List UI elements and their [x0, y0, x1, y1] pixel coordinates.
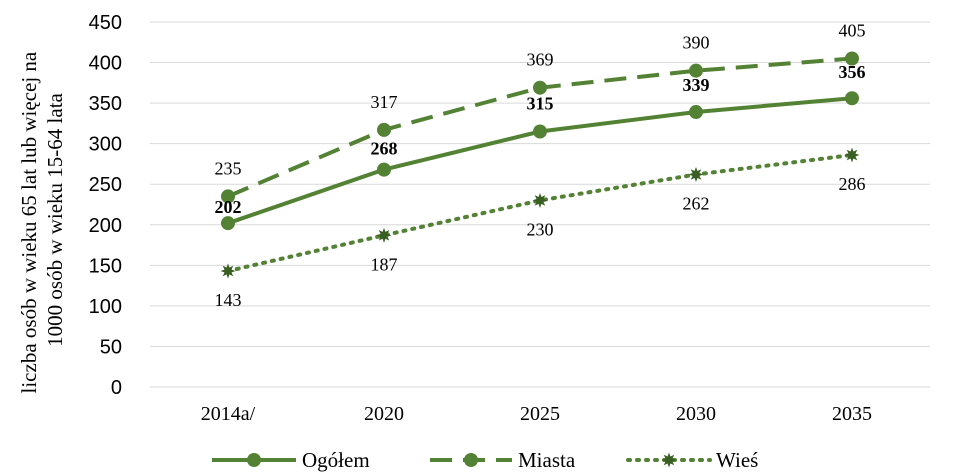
data-label: 230 [527, 219, 554, 239]
x-tick-label: 2030 [676, 403, 716, 425]
data-point-marker [689, 105, 703, 120]
y-tick-label: 150 [89, 255, 122, 277]
series-miasta [221, 51, 859, 204]
y-tick-label: 450 [89, 12, 122, 34]
x-tick-label: 2025 [520, 403, 560, 425]
series-group [220, 51, 860, 279]
data-point-marker [377, 162, 391, 177]
legend-item-ogółem: Ogółem [212, 448, 370, 472]
data-point-marker [845, 91, 859, 106]
y-tick-label: 250 [89, 174, 122, 196]
legend-item-miasta: Miasta [430, 448, 576, 472]
grid-lines [150, 21, 930, 388]
data-point-marker [221, 216, 235, 231]
data-point-marker [377, 122, 391, 137]
legend: Ogółem Miasta Wieś [212, 448, 758, 472]
y-axis-label-line-1: liczba osób w wieku 65 lat lub więcej na [17, 51, 41, 393]
data-label: 405 [839, 21, 866, 41]
data-point-marker [532, 192, 548, 208]
y-tick-label: 100 [89, 296, 122, 318]
data-label: 187 [371, 254, 398, 274]
data-label: 268 [371, 139, 398, 159]
data-point-marker [844, 147, 860, 163]
y-axis-label-line-2: 1000 osób w wieku 15-64 lata [43, 92, 67, 346]
data-label: 286 [839, 174, 866, 194]
y-tick-label: 300 [89, 134, 122, 156]
data-point-marker [688, 166, 704, 182]
x-tick-label: 2014a/ [201, 403, 256, 425]
legend-marker [464, 453, 478, 467]
y-axis: 0 50 100 150 200 250 300 350 400 450 [89, 12, 122, 399]
data-label: 339 [683, 75, 710, 95]
data-label: 356 [839, 62, 866, 82]
legend-label: Miasta [518, 448, 576, 472]
y-tick-label: 50 [100, 336, 122, 358]
data-label: 202 [215, 197, 242, 217]
data-label: 390 [683, 33, 710, 53]
data-point-marker [845, 51, 859, 66]
data-labels: 202 268 315 339 356 235 317 369 390 405 143 187 230 2… [215, 21, 866, 311]
data-point-marker [533, 80, 547, 95]
x-tick-label: 2020 [364, 403, 404, 425]
data-point-marker [533, 124, 547, 139]
data-label: 143 [215, 290, 242, 310]
data-label: 262 [683, 193, 710, 213]
y-tick-label: 200 [89, 215, 122, 237]
legend-item-wieś: Wieś [626, 448, 758, 472]
x-tick-label: 2035 [832, 403, 872, 425]
y-axis-label: liczba osób w wieku 65 lat lub więcej na… [17, 47, 67, 394]
data-label: 315 [527, 94, 554, 114]
y-tick-label: 0 [111, 377, 122, 399]
series-wieś [220, 147, 860, 279]
legend-label: Ogółem [302, 448, 370, 472]
series-line [226, 153, 854, 273]
y-tick-label: 350 [89, 93, 122, 115]
data-point-marker [689, 63, 703, 78]
data-point-marker [221, 189, 235, 204]
data-label: 369 [527, 50, 554, 70]
series-ogółem [221, 91, 859, 231]
data-point-marker [220, 263, 236, 279]
y-tick-label: 400 [89, 53, 122, 75]
legend-label: Wieś [716, 448, 758, 472]
data-label: 235 [215, 158, 242, 178]
x-axis: 2014a/2020 2025 2030 2035 [201, 403, 872, 425]
legend-marker [661, 452, 677, 468]
data-point-marker [376, 227, 392, 243]
legend-marker [247, 453, 261, 467]
data-label: 317 [371, 92, 398, 112]
